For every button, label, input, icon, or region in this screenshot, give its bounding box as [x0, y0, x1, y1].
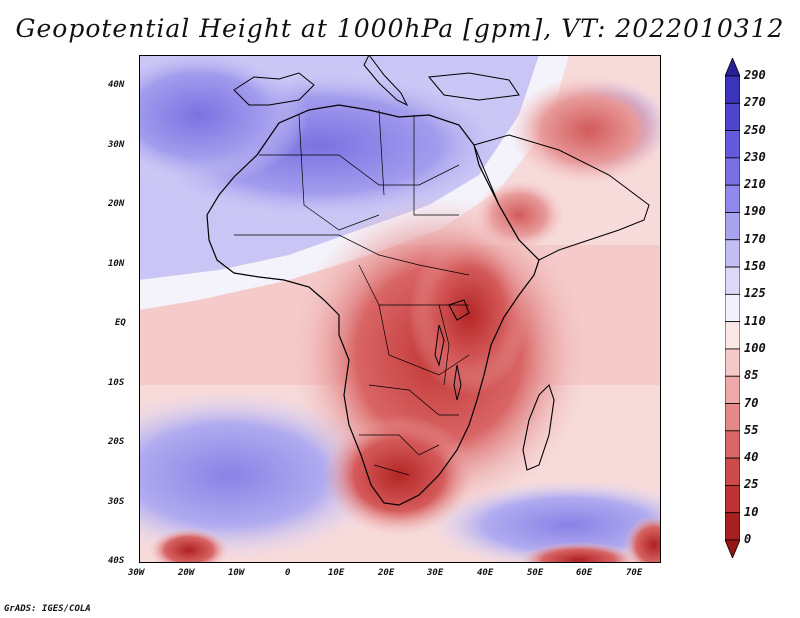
lat-label-20n: 20N	[108, 199, 125, 209]
colorbar-segment	[725, 184, 740, 213]
field-east-africa-red	[409, 235, 529, 395]
colorbar-segment	[725, 348, 740, 377]
lat-label-eq: EQ	[115, 318, 126, 328]
lat-label-10n: 10N	[108, 259, 125, 269]
colorbar	[725, 58, 740, 558]
colorbar-label: 210	[744, 177, 766, 192]
lon-label-20w: 20W	[178, 568, 195, 578]
colorbar-label: 270	[744, 95, 766, 110]
colorbar-label: 85	[744, 368, 759, 383]
field-se-red-spot	[519, 542, 639, 563]
lat-label-10s: 10S	[108, 378, 125, 388]
colorbar-label: 55	[744, 422, 759, 437]
lon-label-0: 0	[285, 568, 291, 578]
lon-label-50e: 50E	[527, 568, 544, 578]
coastline-turkey	[428, 72, 520, 101]
colorbar-segment	[725, 293, 740, 323]
lake-victoria	[448, 299, 470, 321]
colorbar-label: 70	[744, 395, 759, 410]
map-title: Geopotential Height at 1000hPa [gpm], VT…	[15, 14, 785, 43]
colorbar-segment	[725, 403, 740, 432]
colorbar-segment	[725, 485, 740, 514]
colorbar-segment	[725, 457, 740, 486]
lat-label-40n: 40N	[108, 80, 125, 90]
field-southern-africa-red	[324, 415, 474, 535]
colorbar-label: 125	[744, 286, 766, 301]
colorbar-label: 0	[744, 532, 752, 546]
coastline-africa	[206, 104, 540, 506]
colorbar-label: 290	[744, 68, 766, 82]
coastline-madagascar	[522, 383, 555, 471]
colorbar-segment	[725, 157, 740, 186]
lon-label-10e: 10E	[328, 568, 345, 578]
colorbar-segment	[725, 102, 740, 131]
colorbar-segment	[725, 321, 740, 350]
lon-label-60e: 60E	[576, 568, 593, 578]
colorbar-segment	[725, 375, 740, 404]
colorbar-segment	[725, 75, 740, 104]
colorbar-segment	[725, 130, 740, 159]
lon-label-70e: 70E	[626, 568, 643, 578]
colorbar-label: 40	[744, 450, 759, 465]
colorbar-label: 25	[744, 477, 759, 492]
colorbar-label: 150	[744, 259, 766, 274]
colorbar-label: 250	[744, 122, 766, 137]
colorbar-label: 110	[744, 313, 766, 328]
lat-label-30s: 30S	[108, 497, 125, 507]
lon-label-10w: 10W	[228, 568, 245, 578]
colorbar-label: 100	[744, 340, 766, 355]
lon-label-30w: 30W	[128, 568, 145, 578]
colorbar-label: 230	[744, 149, 766, 164]
lon-label-20e: 20E	[378, 568, 395, 578]
colorbar-label: 190	[744, 204, 766, 219]
lat-label-40s: 40S	[108, 556, 125, 566]
country-borders	[234, 109, 470, 476]
colorbar-bottom-arrow	[725, 539, 740, 558]
lat-label-20s: 20S	[108, 437, 125, 447]
field-far-se-red-spot	[624, 515, 661, 563]
field-north-blue-west	[139, 55, 309, 185]
coastline-iberia	[233, 72, 315, 106]
colorbar-segment	[725, 512, 740, 541]
lake-tanganyika	[434, 324, 445, 367]
map-border	[139, 55, 661, 563]
colorbar-top-arrow	[725, 58, 740, 77]
lat-label-30n: 30N	[108, 140, 125, 150]
colorbar-label: 170	[744, 231, 766, 246]
colorbar-segment	[725, 239, 740, 268]
field-sw-red-spot	[149, 528, 229, 563]
credit-text: GrADS: IGES/COLA	[4, 604, 91, 614]
lon-label-40e: 40E	[477, 568, 494, 578]
lon-label-30e: 30E	[427, 568, 444, 578]
lake-malawi	[453, 364, 462, 401]
colorbar-segment	[725, 430, 740, 459]
field-middle-east-red	[509, 75, 661, 185]
colorbar-segment	[725, 212, 740, 241]
coastline-arabia	[473, 134, 650, 261]
colorbar-segment	[725, 266, 740, 295]
map-plot	[139, 55, 661, 563]
coastline-italy	[363, 55, 409, 107]
colorbar-label: 10	[744, 504, 759, 519]
